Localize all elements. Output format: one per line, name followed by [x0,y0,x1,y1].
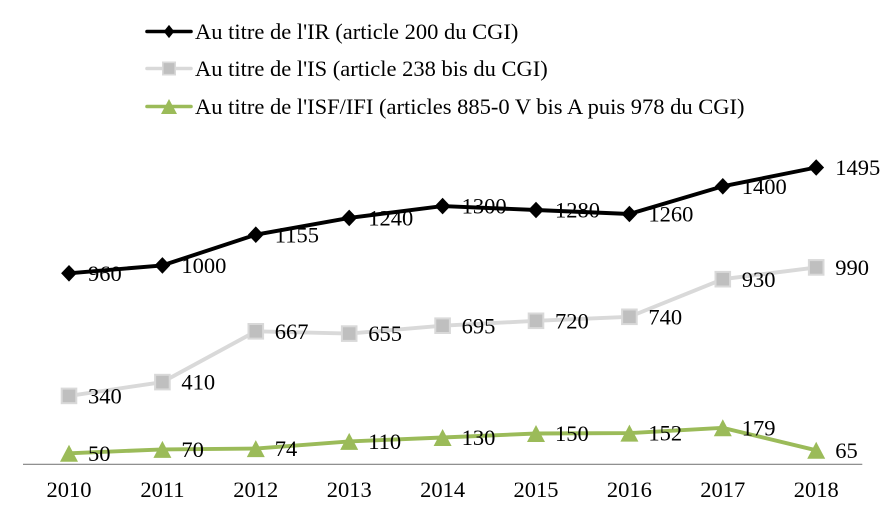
svg-text:1280: 1280 [555,198,600,223]
svg-text:1300: 1300 [462,194,507,219]
svg-text:Au titre de l'ISF/IFI (article: Au titre de l'ISF/IFI (articles 885-0 V … [195,94,744,119]
svg-text:1000: 1000 [181,253,226,278]
svg-text:2013: 2013 [327,477,372,502]
svg-text:930: 930 [742,267,776,292]
svg-text:70: 70 [181,437,204,462]
svg-text:2015: 2015 [514,477,559,502]
svg-text:150: 150 [555,421,589,446]
svg-text:2017: 2017 [700,477,745,502]
svg-text:179: 179 [742,415,776,440]
svg-text:720: 720 [555,308,589,333]
svg-text:2018: 2018 [794,477,839,502]
svg-text:Au titre de l'IS (article 238: Au titre de l'IS (article 238 bis du CGI… [195,56,548,81]
svg-text:2016: 2016 [607,477,652,502]
svg-text:1260: 1260 [648,202,693,227]
svg-text:152: 152 [648,421,682,446]
svg-text:340: 340 [88,384,122,409]
svg-text:960: 960 [88,261,122,286]
svg-text:110: 110 [368,429,401,454]
svg-text:410: 410 [181,370,215,395]
svg-text:Au titre de l'IR (article 200: Au titre de l'IR (article 200 du CGI) [195,19,518,44]
svg-text:667: 667 [275,319,309,344]
svg-text:2014: 2014 [420,477,465,502]
svg-text:74: 74 [275,436,298,461]
svg-text:130: 130 [462,425,496,450]
svg-text:50: 50 [88,441,111,466]
svg-text:695: 695 [462,313,496,338]
svg-text:65: 65 [835,438,858,463]
svg-text:1155: 1155 [275,222,319,247]
svg-text:990: 990 [835,255,869,280]
svg-text:2012: 2012 [233,477,278,502]
svg-text:2011: 2011 [140,477,184,502]
svg-text:1495: 1495 [835,155,880,180]
svg-text:1400: 1400 [742,174,787,199]
svg-text:740: 740 [648,304,682,329]
svg-text:2010: 2010 [47,477,92,502]
svg-text:655: 655 [368,321,402,346]
svg-text:1240: 1240 [368,206,413,231]
